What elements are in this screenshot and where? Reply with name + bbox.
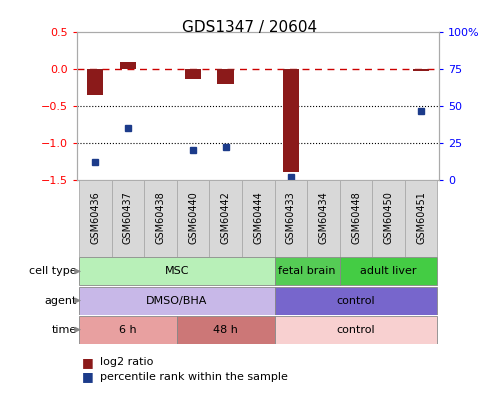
Text: percentile rank within the sample: percentile rank within the sample	[100, 372, 288, 382]
Bar	[79, 315, 177, 344]
Bar	[340, 257, 438, 286]
Bar	[307, 180, 340, 257]
Bar	[177, 180, 210, 257]
Bar	[405, 180, 438, 257]
Text: cell type: cell type	[29, 266, 77, 276]
Bar	[242, 180, 274, 257]
Bar	[274, 257, 340, 286]
Bar	[372, 180, 405, 257]
Text: log2 ratio: log2 ratio	[100, 358, 153, 367]
Text: GSM60448: GSM60448	[351, 192, 361, 244]
Text: GSM60434: GSM60434	[318, 192, 328, 244]
Bar	[413, 69, 429, 71]
Bar	[282, 69, 299, 173]
Bar	[218, 69, 234, 84]
Text: GSM60440: GSM60440	[188, 192, 198, 244]
Text: ■: ■	[82, 370, 94, 383]
Bar	[79, 180, 112, 257]
Text: adult liver: adult liver	[360, 266, 417, 276]
Bar	[274, 180, 307, 257]
Bar	[79, 257, 274, 286]
Text: control: control	[337, 325, 375, 335]
Bar	[120, 62, 136, 69]
Text: GSM60450: GSM60450	[384, 192, 394, 244]
Text: DMSO/BHA: DMSO/BHA	[146, 296, 208, 305]
Text: GSM60437: GSM60437	[123, 192, 133, 244]
Text: 48 h: 48 h	[213, 325, 238, 335]
Text: GDS1347 / 20604: GDS1347 / 20604	[182, 20, 317, 35]
Text: GSM60436: GSM60436	[90, 192, 100, 244]
Text: agent: agent	[44, 296, 77, 305]
Bar	[144, 180, 177, 257]
Bar	[210, 180, 242, 257]
Bar	[79, 286, 274, 315]
Bar	[274, 315, 438, 344]
Bar	[87, 69, 103, 95]
Bar	[112, 180, 144, 257]
Text: time: time	[51, 325, 77, 335]
Bar	[185, 69, 201, 79]
Text: GSM60444: GSM60444	[253, 192, 263, 244]
Text: MSC: MSC	[165, 266, 189, 276]
Text: GSM60442: GSM60442	[221, 192, 231, 244]
Text: GSM60433: GSM60433	[286, 192, 296, 244]
Text: ■: ■	[82, 356, 94, 369]
Text: GSM60438: GSM60438	[156, 192, 166, 244]
Text: control: control	[337, 296, 375, 305]
Bar	[177, 315, 274, 344]
Bar	[340, 180, 372, 257]
Text: 6 h: 6 h	[119, 325, 137, 335]
Text: fetal brain: fetal brain	[278, 266, 336, 276]
Text: GSM60451: GSM60451	[416, 192, 426, 244]
Bar	[274, 286, 438, 315]
